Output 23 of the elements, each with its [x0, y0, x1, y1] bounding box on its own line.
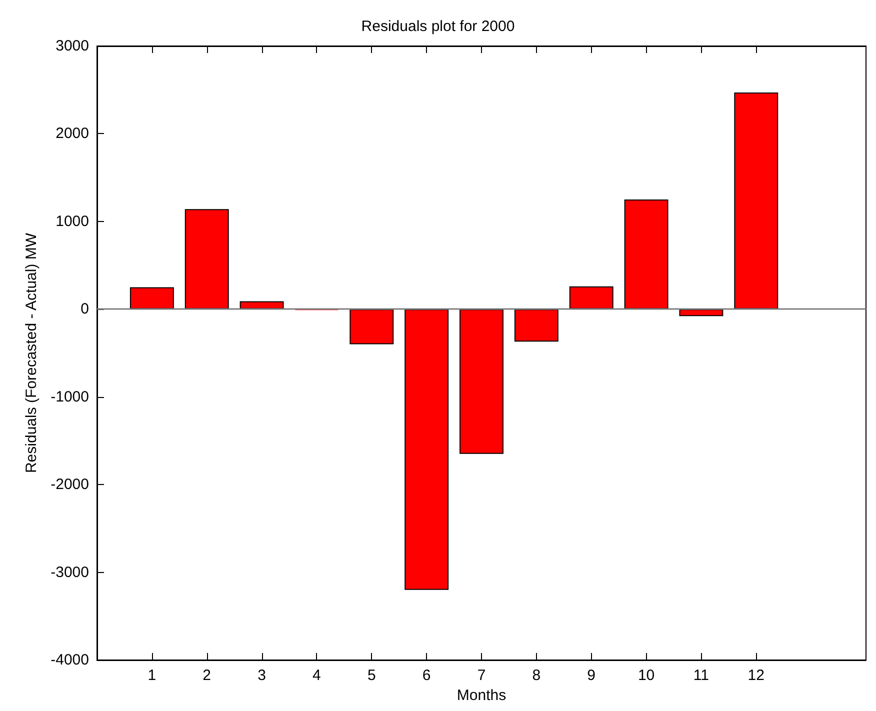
- x-tick-label: 3: [258, 667, 266, 684]
- chart-title: Residuals plot for 2000: [361, 18, 515, 35]
- y-tick-label: -2000: [50, 476, 89, 494]
- x-tick-label: 9: [587, 667, 596, 684]
- y-tick-label: 2000: [56, 125, 89, 142]
- x-tick-label: 2: [202, 667, 212, 684]
- y-tick-label: -1000: [50, 388, 89, 406]
- y-tick-label: 0: [80, 300, 89, 318]
- x-tick-label: 12: [748, 667, 764, 684]
- x-tick-label: 1: [148, 667, 156, 684]
- y-tick-label: -4000: [50, 652, 89, 668]
- x-tick-label: 7: [477, 667, 486, 684]
- x-tick-label: 8: [532, 667, 541, 684]
- x-axis-title: Months: [456, 686, 506, 704]
- x-tick-label: 10: [638, 667, 655, 684]
- y-axis-title: Residuals (Forecasted - Actual) MW: [23, 232, 40, 474]
- y-tick-label: -3000: [50, 564, 89, 581]
- x-tick-label: 4: [312, 667, 321, 684]
- x-tick-label: 6: [422, 667, 431, 684]
- y-tick-label: 3000: [56, 38, 89, 54]
- x-tick-label: 5: [367, 667, 376, 684]
- y-tick-label: 1000: [56, 212, 89, 230]
- x-tick-label: 11: [693, 667, 710, 684]
